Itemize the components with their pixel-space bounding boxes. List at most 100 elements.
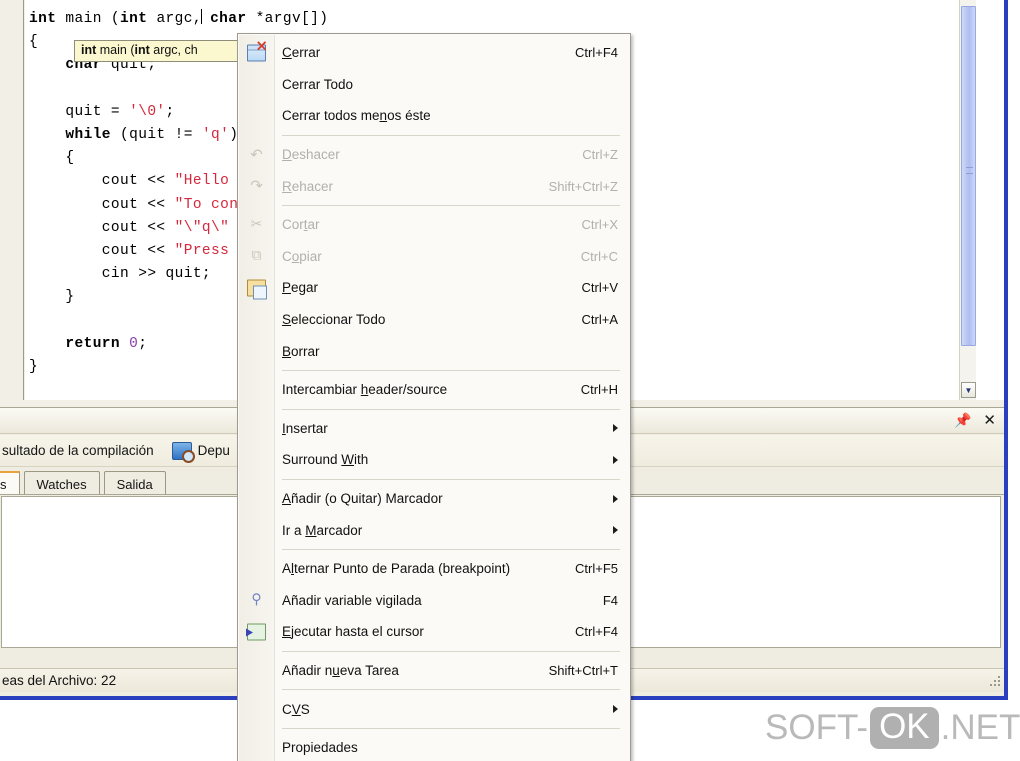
menu-item-shortcut: F4 [602,592,618,608]
menu-item-shortcut: Shift+Ctrl+Z [548,178,618,194]
editor-context-menu[interactable]: Cerrar Ctrl+F4 Cerrar Todo Cerrar todos men… [237,33,631,761]
close-document-icon [247,38,268,62]
menu-separator [282,689,620,691]
menu-item-shortcut: Ctrl+F4 [575,45,618,61]
scroll-down-icon[interactable]: ▼ [961,382,976,398]
copy-icon: ⧉ [251,247,262,264]
menu-separator [282,369,620,371]
pin-icon[interactable]: 📌 [953,412,972,429]
menu-item-shortcut: Ctrl+Z [582,147,618,163]
menu-item-label: Añadir variable vigilada [282,592,422,608]
menu-item-deshacer: ↶ Deshacer Ctrl+Z [238,139,630,171]
menu-item-shortcut: Ctrl+C [580,248,618,264]
menu-item-ejecutar-hasta-el-cursor[interactable]: Ejecutar hasta el cursor Ctrl+F4 [238,616,630,648]
menu-item-seleccionar-todo[interactable]: Seleccionar Todo Ctrl+A [238,304,630,336]
resize-grip-icon[interactable] [986,672,1000,686]
menu-item-a-adir-nueva-tarea[interactable]: Añadir nueva Tarea Shift+Ctrl+T [238,655,630,687]
file-lines-status: eas del Archivo: 22 [2,673,117,688]
menu-item-label: Rehacer [282,178,334,194]
menu-item-label: Añadir nueva Tarea [282,662,399,678]
menu-item-ir-a-marcador[interactable]: Ir a Marcador [238,514,630,546]
watermark-suffix: .NET [940,708,1020,747]
menu-item-cerrar[interactable]: Cerrar Ctrl+F4 [238,37,630,69]
scrollbar-grip-icon [966,167,973,174]
menu-separator [282,478,620,480]
menu-item-pegar[interactable]: Pegar Ctrl+V [238,272,630,304]
menu-separator [282,134,620,136]
run-to-cursor-icon [246,623,266,641]
menu-item-shortcut: Ctrl+A [581,312,618,328]
submenu-arrow-icon [613,455,618,464]
menu-separator [282,650,620,652]
menu-item-shortcut: Ctrl+V [581,280,618,296]
menu-item-label: Añadir (o Quitar) Marcador [282,491,443,507]
menu-item-label: Borrar [282,343,320,359]
menu-item-shortcut: Shift+Ctrl+T [548,662,618,678]
compilation-result-label: sultado de la compilación [2,443,154,458]
menu-separator [282,408,620,410]
watermark-badge: OK [870,707,939,749]
menu-item-shortcut: Ctrl+F4 [575,624,618,640]
menu-item-cortar: ✂ Cortar Ctrl+X [238,209,630,241]
editor-vertical-scrollbar[interactable]: ▼ [959,0,976,400]
debug-label: Depu [197,443,230,458]
menu-item-label: Ejecutar hasta el cursor [282,624,424,640]
close-icon[interactable]: ✕ [983,411,996,429]
menu-item-label: Cerrar todos menos éste [282,108,431,124]
menu-item-label: Copiar [282,248,322,264]
menu-item-label: Propiedades [282,740,358,756]
menu-item-rehacer: ↷ Rehacer Shift+Ctrl+Z [238,170,630,202]
dock-tab-watches[interactable]: Watches [23,471,100,494]
menu-item-label: Cerrar [282,45,321,61]
menu-item-shortcut: Ctrl+F5 [575,561,618,577]
menu-item-alternar-punto-de-parada-breakpoint[interactable]: Alternar Punto de Parada (breakpoint) Ctr… [238,553,630,585]
cut-icon: ✂ [250,216,263,233]
submenu-arrow-icon [613,494,618,503]
menu-item-label: Ir a Marcador [282,522,363,538]
editor-right-filler [976,0,1004,400]
watch-icon: ⚲ [251,591,262,608]
menu-item-cerrar-todo[interactable]: Cerrar Todo [238,69,630,101]
menu-item-shortcut: Ctrl+H [580,382,618,398]
editor-gutter [0,0,24,400]
menu-item-label: Cortar [282,217,320,233]
undo-icon: ↶ [250,145,263,164]
menu-item-copiar: ⧉ Copiar Ctrl+C [238,241,630,273]
menu-item-label: Surround With [282,452,369,468]
menu-item-label: Seleccionar Todo [282,312,386,328]
redo-icon: ↷ [250,176,263,195]
scrollbar-thumb[interactable] [961,6,976,346]
menu-separator [282,727,620,729]
menu-item-label: Alternar Punto de Parada (breakpoint) [282,561,511,577]
menu-item-label: CVS [282,701,310,717]
menu-item-label: Intercambiar header/source [282,382,448,398]
dock-tab-label: s [0,477,7,492]
menu-separator [282,204,620,206]
menu-item-a-adir-variable-vigilada[interactable]: ⚲ Añadir variable vigilada F4 [238,585,630,617]
menu-item-intercambiar-header-source[interactable]: Intercambiar header/source Ctrl+H [238,374,630,406]
code-tooltip: int main (int argc, ch [74,40,240,62]
menu-item-label: Pegar [282,280,319,296]
dock-tab-label: Salida [116,476,153,492]
submenu-arrow-icon [613,424,618,433]
watermark: SOFT- OK .NET [765,707,1020,749]
dock-tab-clipped[interactable]: s [0,471,20,494]
menu-item-label: Cerrar Todo [282,76,354,92]
menu-item-surround-with[interactable]: Surround With [238,444,630,476]
menu-item-cvs[interactable]: CVS [238,693,630,725]
menu-item-borrar[interactable]: Borrar [238,335,630,367]
menu-item-cerrar-todos-menos-ste[interactable]: Cerrar todos menos éste [238,100,630,132]
menu-item-propiedades[interactable]: Propiedades [238,732,630,761]
submenu-arrow-icon [613,705,618,714]
dock-tab-salida[interactable]: Salida [103,471,166,494]
watermark-prefix: SOFT- [765,708,869,747]
menu-separator [282,548,620,550]
submenu-arrow-icon [613,526,618,535]
menu-item-a-adir-o-quitar-marcador[interactable]: Añadir (o Quitar) Marcador [238,483,630,515]
menu-item-label: Insertar [282,420,328,436]
menu-item-label: Deshacer [282,147,340,163]
menu-item-insertar[interactable]: Insertar [238,413,630,445]
menu-item-shortcut: Ctrl+X [581,217,618,233]
dock-tab-label: Watches [36,476,87,492]
